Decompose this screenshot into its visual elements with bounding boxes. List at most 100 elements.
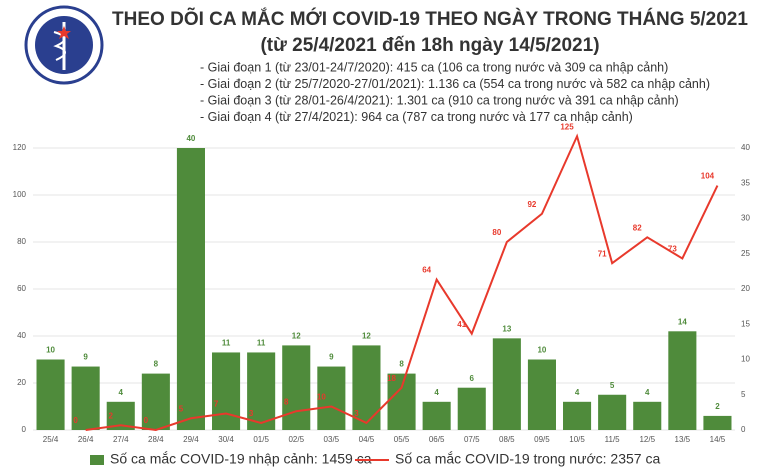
legend-swatch bbox=[90, 455, 104, 465]
legend-label: Số ca mắc COVID-19 nhập cảnh: 1459 ca bbox=[110, 451, 372, 467]
x-tick-label: 30/4 bbox=[218, 435, 234, 444]
x-tick-label: 25/4 bbox=[43, 435, 59, 444]
x-tick-label: 28/4 bbox=[148, 435, 164, 444]
x-tick-label: 05/5 bbox=[394, 435, 410, 444]
line-label: 125 bbox=[560, 122, 574, 131]
logo bbox=[24, 5, 104, 85]
y-tick-label: 60 bbox=[17, 284, 26, 293]
note: - Giai đoạn 1 (từ 23/01-24/7/2020): 415 … bbox=[200, 60, 668, 74]
line-label: 0 bbox=[144, 416, 149, 425]
bar bbox=[563, 401, 592, 430]
chart-subtitle: (từ 25/4/2021 đến 18h ngày 14/5/2021) bbox=[260, 35, 599, 56]
line-label: 3 bbox=[354, 409, 359, 418]
bar-label: 4 bbox=[119, 388, 124, 397]
x-tick-label: 09/5 bbox=[534, 435, 550, 444]
bar bbox=[457, 387, 486, 430]
bar bbox=[36, 359, 65, 430]
line-label: 7 bbox=[214, 400, 219, 409]
bar bbox=[247, 352, 276, 430]
bar bbox=[71, 366, 100, 430]
bar-label: 6 bbox=[470, 374, 475, 383]
line-label: 18 bbox=[387, 374, 396, 383]
bar-label: 9 bbox=[83, 353, 88, 362]
y-tick-label: 120 bbox=[13, 143, 27, 152]
line-label: 80 bbox=[492, 228, 501, 237]
line bbox=[85, 133, 719, 432]
y2-tick-label: 15 bbox=[741, 319, 750, 328]
y2-tick-label: 25 bbox=[741, 249, 750, 258]
x-tick-label: 01/5 bbox=[253, 435, 269, 444]
bar bbox=[317, 366, 346, 430]
chart-title: THEO DÕI CA MẮC MỚI COVID-19 THEO NGÀY T… bbox=[112, 8, 748, 30]
y-tick-label: 80 bbox=[17, 237, 26, 246]
y2-tick-label: 10 bbox=[741, 355, 750, 364]
bar bbox=[492, 338, 521, 430]
bar-label: 11 bbox=[257, 339, 266, 348]
bar bbox=[176, 148, 205, 430]
y2-tick-label: 35 bbox=[741, 178, 750, 187]
bar bbox=[141, 373, 170, 430]
y-tick-label: 20 bbox=[17, 378, 26, 387]
bar bbox=[668, 331, 697, 430]
note: - Giai đoạn 2 (từ 25/7/2020-27/01/2021):… bbox=[200, 77, 710, 91]
bar-label: 10 bbox=[46, 346, 55, 355]
bar bbox=[282, 345, 311, 430]
bar-label: 4 bbox=[575, 388, 580, 397]
bar bbox=[598, 394, 627, 430]
line-label: 64 bbox=[422, 266, 431, 275]
y2-tick-label: 20 bbox=[741, 284, 750, 293]
bar-label: 9 bbox=[329, 353, 334, 362]
line-label: 104 bbox=[701, 172, 715, 181]
x-tick-label: 02/5 bbox=[288, 435, 304, 444]
note: - Giai đoạn 3 (từ 28/01-26/4/2021): 1.30… bbox=[200, 93, 679, 107]
bar bbox=[527, 359, 556, 430]
bar-label: 10 bbox=[537, 346, 546, 355]
line-label: 5 bbox=[179, 404, 184, 413]
x-tick-label: 08/5 bbox=[499, 435, 515, 444]
line-label: 3 bbox=[249, 409, 254, 418]
y2-tick-label: 40 bbox=[741, 143, 750, 152]
x-tick-label: 29/4 bbox=[183, 435, 199, 444]
y2-tick-label: 5 bbox=[741, 390, 746, 399]
bar-label: 2 bbox=[715, 402, 720, 411]
x-tick-label: 11/5 bbox=[605, 435, 621, 444]
x-tick-label: 06/5 bbox=[429, 435, 445, 444]
x-tick-label: 27/4 bbox=[113, 435, 129, 444]
line-label: 0 bbox=[73, 416, 78, 425]
bar bbox=[212, 352, 241, 430]
line-label: 10 bbox=[317, 393, 326, 402]
y-tick-label: 40 bbox=[17, 331, 26, 340]
bar bbox=[703, 415, 732, 430]
bar-label: 14 bbox=[678, 317, 687, 326]
bar-label: 5 bbox=[610, 381, 615, 390]
bar-label: 12 bbox=[292, 332, 301, 341]
y-tick-label: 100 bbox=[13, 190, 27, 199]
y-tick-label: 0 bbox=[22, 425, 27, 434]
x-tick-label: 07/5 bbox=[464, 435, 480, 444]
line-label: 73 bbox=[668, 245, 677, 254]
line-label: 82 bbox=[633, 223, 642, 232]
bar-label: 4 bbox=[434, 388, 439, 397]
line-label: 8 bbox=[284, 397, 289, 406]
bar bbox=[422, 401, 451, 430]
note: - Giai đoạn 4 (từ 27/4/2021): 964 ca (78… bbox=[200, 110, 633, 124]
bar bbox=[633, 401, 662, 430]
line-label: 92 bbox=[527, 200, 536, 209]
bar-label: 13 bbox=[502, 324, 511, 333]
bar-label: 4 bbox=[645, 388, 650, 397]
x-tick-label: 26/4 bbox=[78, 435, 94, 444]
x-tick-label: 04/5 bbox=[359, 435, 375, 444]
bar-label: 8 bbox=[399, 360, 404, 369]
bar-label: 40 bbox=[186, 134, 195, 143]
legend-label: Số ca mắc COVID-19 trong nước: 2357 ca bbox=[395, 451, 660, 467]
bar bbox=[387, 373, 416, 430]
x-tick-label: 14/5 bbox=[710, 435, 726, 444]
x-tick-label: 13/5 bbox=[675, 435, 691, 444]
x-tick-label: 10/5 bbox=[569, 435, 585, 444]
y2-tick-label: 0 bbox=[741, 425, 746, 434]
line-label: 41 bbox=[457, 320, 466, 329]
bar-label: 11 bbox=[222, 339, 231, 348]
bar-label: 8 bbox=[154, 360, 159, 369]
bar bbox=[352, 345, 381, 430]
